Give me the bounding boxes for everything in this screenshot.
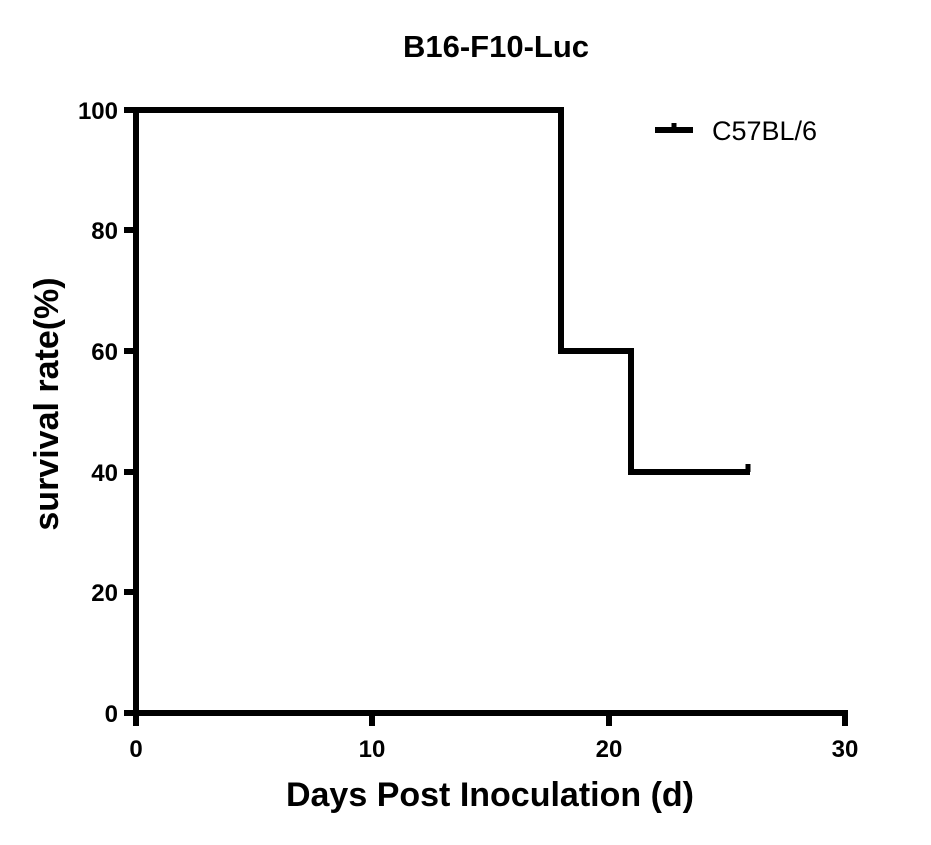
- svg-text:0: 0: [129, 736, 142, 763]
- x-axis: [133, 710, 848, 726]
- svg-text:60: 60: [91, 339, 118, 366]
- series-c57bl6-line: [136, 107, 750, 475]
- x-axis-label: Days Post Inoculation (d): [286, 776, 694, 814]
- y-axis: [124, 107, 139, 716]
- legend: C57BL/6: [655, 116, 817, 146]
- y-tick-labels: 100 80 60 40 20 0: [78, 98, 118, 728]
- svg-text:30: 30: [832, 736, 859, 763]
- chart-title: B16-F10-Luc: [403, 29, 589, 64]
- svg-text:20: 20: [91, 580, 118, 607]
- svg-text:40: 40: [91, 460, 118, 487]
- svg-text:20: 20: [596, 736, 623, 763]
- x-tick-labels: 0 10 20 30: [129, 736, 858, 763]
- svg-text:0: 0: [105, 701, 118, 728]
- svg-text:10: 10: [359, 736, 386, 763]
- y-axis-label: survival rate(%): [28, 277, 66, 530]
- svg-text:80: 80: [91, 218, 118, 245]
- legend-label: C57BL/6: [712, 116, 817, 146]
- svg-text:100: 100: [78, 98, 118, 125]
